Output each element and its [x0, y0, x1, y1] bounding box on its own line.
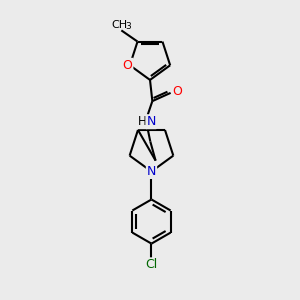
Text: 3: 3 — [125, 22, 131, 31]
Text: H: H — [138, 115, 147, 128]
Text: O: O — [122, 59, 132, 72]
Text: O: O — [172, 85, 182, 98]
Text: N: N — [146, 115, 156, 128]
Text: CH: CH — [111, 20, 127, 30]
Text: N: N — [147, 165, 156, 178]
Text: Cl: Cl — [145, 258, 158, 271]
